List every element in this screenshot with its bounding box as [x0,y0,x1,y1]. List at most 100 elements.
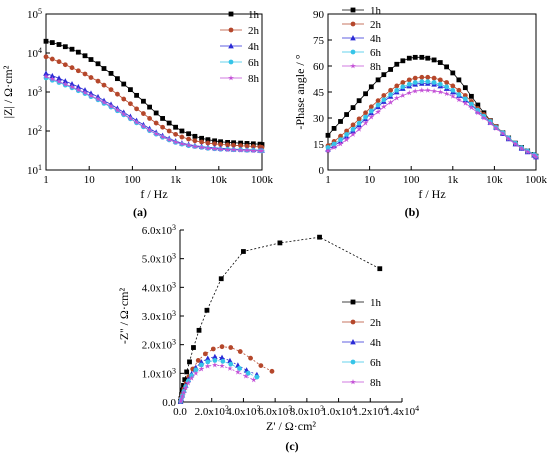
data-point-b-1h-6 [363,91,368,97]
data-point-a-1h-31 [244,141,250,146]
x-tick-label-b-4: 10k [486,174,503,186]
data-point-b-8h-4 [350,131,356,137]
data-point-b-6h-16 [425,79,431,84]
x-tick-label-c-7: 1.4x104 [385,404,419,418]
panel-label-b: (b) [405,205,420,219]
data-point-a-8h-32 [250,147,257,154]
legend-marker-a-6h [228,59,234,65]
y-tick-label-b-1: 15 [313,139,325,151]
legend-marker-c-1h [350,299,356,305]
legend-label-b-8h: 8h [370,61,382,73]
data-point-a-2h-1 [49,56,55,62]
x-tick-label-a-2: 100 [124,174,141,186]
data-point-b-1h-13 [406,55,412,61]
data-point-b-6h-21 [456,92,462,97]
data-point-c-1h-11 [218,276,224,282]
x-tick-label-b-0: 1 [325,174,331,186]
panel-b-phase-angle: 1 10 100 1k 10k 100k 0 15 30 45 60 75 90 f / Hz -Phase… [293,5,548,201]
data-point-c-8h-2 [179,393,186,399]
data-point-b-8h-30 [512,141,519,147]
data-point-a-1h-30 [238,140,244,146]
data-point-b-6h-19 [444,84,450,90]
legend-label-b-2h: 2h [370,19,382,31]
data-point-b-1h-19 [444,64,450,70]
data-point-b-8h-3 [343,136,350,143]
data-point-a-2h-20 [173,131,179,137]
data-point-a-1h-12 [121,81,127,87]
data-point-b-1h-21 [456,77,462,83]
data-point-b-6h-3 [344,132,350,137]
data-point-a-2h-7 [88,75,94,80]
x-axis-title-b: f / Hz [418,187,445,201]
x-tick-label-c-1: 2.0x103 [195,404,229,418]
data-point-a-2h-18 [160,124,165,130]
data-point-c-6h-10 [212,358,218,363]
data-point-c-1h-10 [204,307,210,313]
data-point-b-2h-20 [450,83,456,89]
data-point-a-8h-31 [244,147,250,153]
x-tick-label-c-2: 4.0x103 [226,404,260,418]
data-point-b-2h-6 [363,110,368,116]
data-point-a-8h-17 [153,130,160,137]
data-point-a-8h-7 [88,92,94,99]
data-point-c-6h-11 [220,358,226,364]
data-point-c-8h-8 [198,366,205,372]
data-point-a-1h-4 [69,46,75,52]
data-point-b-8h-34 [533,154,539,160]
legend-label-c-8h: 8h [370,377,382,389]
data-point-a-2h-25 [205,140,211,146]
y-tick-label-c-2: 2.0x103 [142,338,176,352]
data-point-a-8h-27 [217,146,224,152]
data-point-b-2h-16 [425,74,431,80]
data-point-c-1h-14 [317,234,322,240]
data-point-b-6h-14 [412,80,418,85]
data-point-a-1h-15 [141,98,146,104]
data-point-b-8h-9 [380,103,387,110]
panel-label-c: (c) [285,439,298,453]
data-point-a-2h-10 [108,87,114,93]
data-point-a-8h-11 [114,107,121,113]
data-point-a-1h-27 [218,139,223,145]
data-point-b-2h-22 [462,93,468,98]
legend-label-a-1h: 1h [248,9,260,21]
data-point-a-1h-32 [250,141,256,147]
data-point-b-1h-24 [475,102,481,108]
data-point-a-1h-22 [186,131,192,137]
y-tick-label-c-4: 4.0x103 [142,280,176,294]
data-point-c-1h-13 [277,240,283,246]
data-point-c-8h-12 [227,365,233,371]
data-point-b-8h-14 [412,88,419,94]
data-point-a-1h-34 [259,142,265,147]
data-point-a-1h-16 [147,104,152,110]
data-point-a-2h-12 [121,96,127,102]
y-tick-label-b-4: 60 [313,61,325,73]
data-point-a-4h-5 [75,83,82,90]
data-point-a-8h-12 [120,111,127,117]
data-point-b-1h-14 [412,54,418,60]
data-point-c-8h-10 [212,362,218,368]
legend-label-b-6h: 6h [370,47,382,59]
x-tick-label-b-5: 100k [525,174,548,186]
data-point-c-2h-8 [202,351,208,357]
data-point-a-4h-0 [43,70,49,76]
x-tick-label-b-2: 100 [403,174,420,186]
data-point-a-8h-0 [43,73,49,79]
data-point-b-8h-6 [362,120,369,126]
legend-marker-b-2h [350,21,356,27]
data-point-a-8h-6 [82,89,88,96]
data-point-b-8h-21 [456,96,462,103]
data-point-b-8h-11 [393,95,400,101]
data-point-c-6h-14 [245,370,251,376]
data-point-c-1h-8 [191,345,196,350]
data-point-a-1h-6 [82,53,88,59]
data-point-a-1h-24 [199,135,205,141]
data-point-a-1h-21 [179,128,185,134]
data-point-a-1h-3 [62,44,68,50]
data-point-a-1h-25 [205,137,211,143]
x-tick-label-a-1: 10 [84,174,96,186]
x-tick-label-a-4: 10k [211,174,228,186]
x-tick-label-c-6: 1.2x104 [353,404,387,418]
data-point-a-2h-32 [250,144,256,149]
data-point-c-8h-7 [193,370,199,376]
data-point-b-1h-15 [419,54,425,60]
